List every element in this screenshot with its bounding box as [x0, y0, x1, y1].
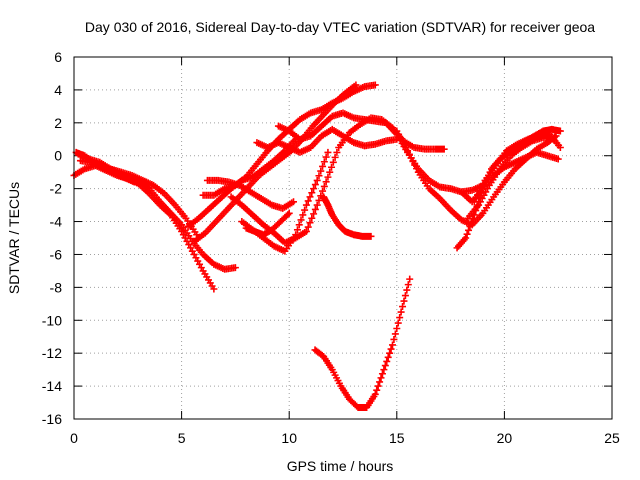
x-tick-label: 15	[389, 430, 405, 446]
x-axis-label: GPS time / hours	[287, 458, 394, 474]
series-arc-4	[76, 157, 149, 186]
series-arc-15	[311, 275, 414, 411]
y-tick-label: -6	[50, 246, 63, 262]
series-markers	[203, 176, 298, 212]
y-tick-label: -2	[50, 181, 63, 197]
series-markers	[199, 81, 379, 199]
series-markers	[72, 148, 239, 273]
y-tick-label: 4	[54, 82, 62, 98]
series-arc-7	[199, 81, 379, 199]
series-arc-11	[242, 209, 293, 239]
plot-frame	[73, 56, 613, 420]
y-tick-label: -14	[42, 378, 62, 394]
y-tick-label: 6	[54, 49, 62, 65]
x-tick-label: 20	[497, 430, 513, 446]
y-axis-label: SDTVAR / TECUs	[6, 182, 22, 294]
series-arc-8	[203, 176, 298, 212]
series-markers	[470, 130, 564, 206]
series-arc-14	[320, 193, 375, 240]
series-markers	[242, 209, 293, 239]
series-markers	[76, 157, 149, 186]
series-arc-12	[253, 125, 401, 156]
chart-title: Day 030 of 2016, Sidereal Day-to-day VTE…	[85, 19, 595, 35]
y-tick-label: -4	[50, 214, 63, 230]
y-tick-label: 0	[54, 148, 62, 164]
series-arc-20	[470, 130, 564, 206]
series-arc-2	[72, 148, 239, 273]
y-tick-label: -8	[50, 279, 63, 295]
x-tick-label: 25	[604, 430, 620, 446]
series-markers	[311, 275, 414, 411]
y-tick-label: 2	[54, 115, 62, 131]
series-markers	[253, 125, 401, 156]
data-series	[70, 81, 564, 411]
y-tick-label: -12	[42, 345, 62, 361]
x-tick-label: 10	[281, 430, 297, 446]
x-tick-label: 0	[70, 430, 78, 446]
axis-ticks: 0 5 10 15 20 25 -16 -14 -12 -10 -8 -6 -4 -2 0 2 4 6	[42, 49, 620, 446]
y-tick-label: -16	[42, 411, 62, 427]
y-tick-label: -10	[42, 312, 62, 328]
x-tick-label: 5	[178, 430, 186, 446]
series-markers	[320, 193, 375, 240]
